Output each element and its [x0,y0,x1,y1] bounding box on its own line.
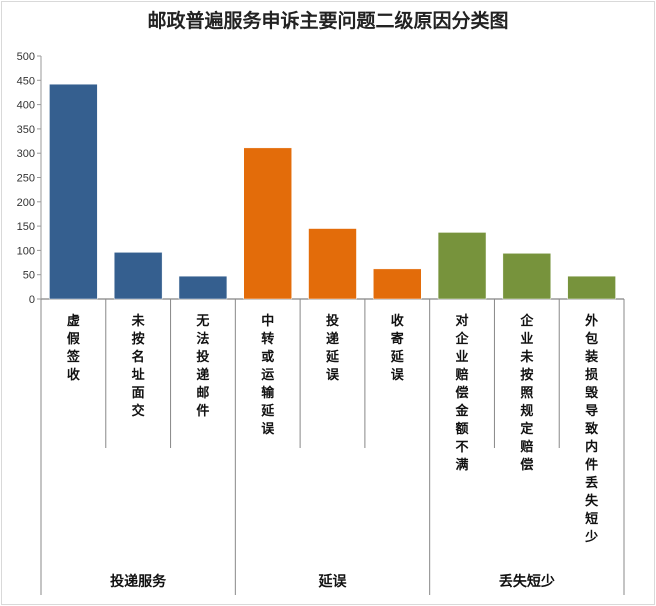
y-tick-label: 300 [17,148,35,160]
y-tick-label: 250 [17,173,35,185]
group-label: 投递服务 [110,573,167,590]
y-tick-label: 400 [17,100,35,112]
y-tick-label: 50 [23,270,35,282]
category-label: 对企业赔偿金额不满 [455,313,470,473]
category-label: 无法投递邮件 [195,314,209,419]
category-label: 收寄延误 [390,313,405,383]
bar [308,228,357,300]
bar [178,275,228,300]
bar [502,253,552,300]
y-tick-label: 500 [17,51,35,63]
bar [49,83,98,300]
y-tick-label: 350 [17,124,35,136]
category-label: 企业未按照规定赔偿 [519,313,534,473]
group-label: 延误 [318,573,348,590]
y-tick-label: 450 [17,75,35,87]
category-label: 虚假签收 [66,313,81,383]
category-label: 中转或运输延误 [260,313,275,437]
category-label: 投递延误 [325,313,340,383]
group-label: 丢失短少 [499,573,555,590]
y-tick-label: 200 [17,197,35,209]
y-tick-label: 0 [29,294,35,306]
bar [437,232,487,300]
y-tick-label: 150 [17,221,35,233]
chart-title: 邮政普遍服务申诉主要问题二级原因分类图 [147,10,509,32]
bar [113,252,163,300]
category-label: 未按名址面交 [131,313,146,419]
y-tick-label: 100 [17,245,35,257]
category-label: 外包装损毁导致内件丢失短少 [584,313,599,545]
bar [243,147,292,300]
bar [567,275,616,300]
bar [373,268,422,300]
